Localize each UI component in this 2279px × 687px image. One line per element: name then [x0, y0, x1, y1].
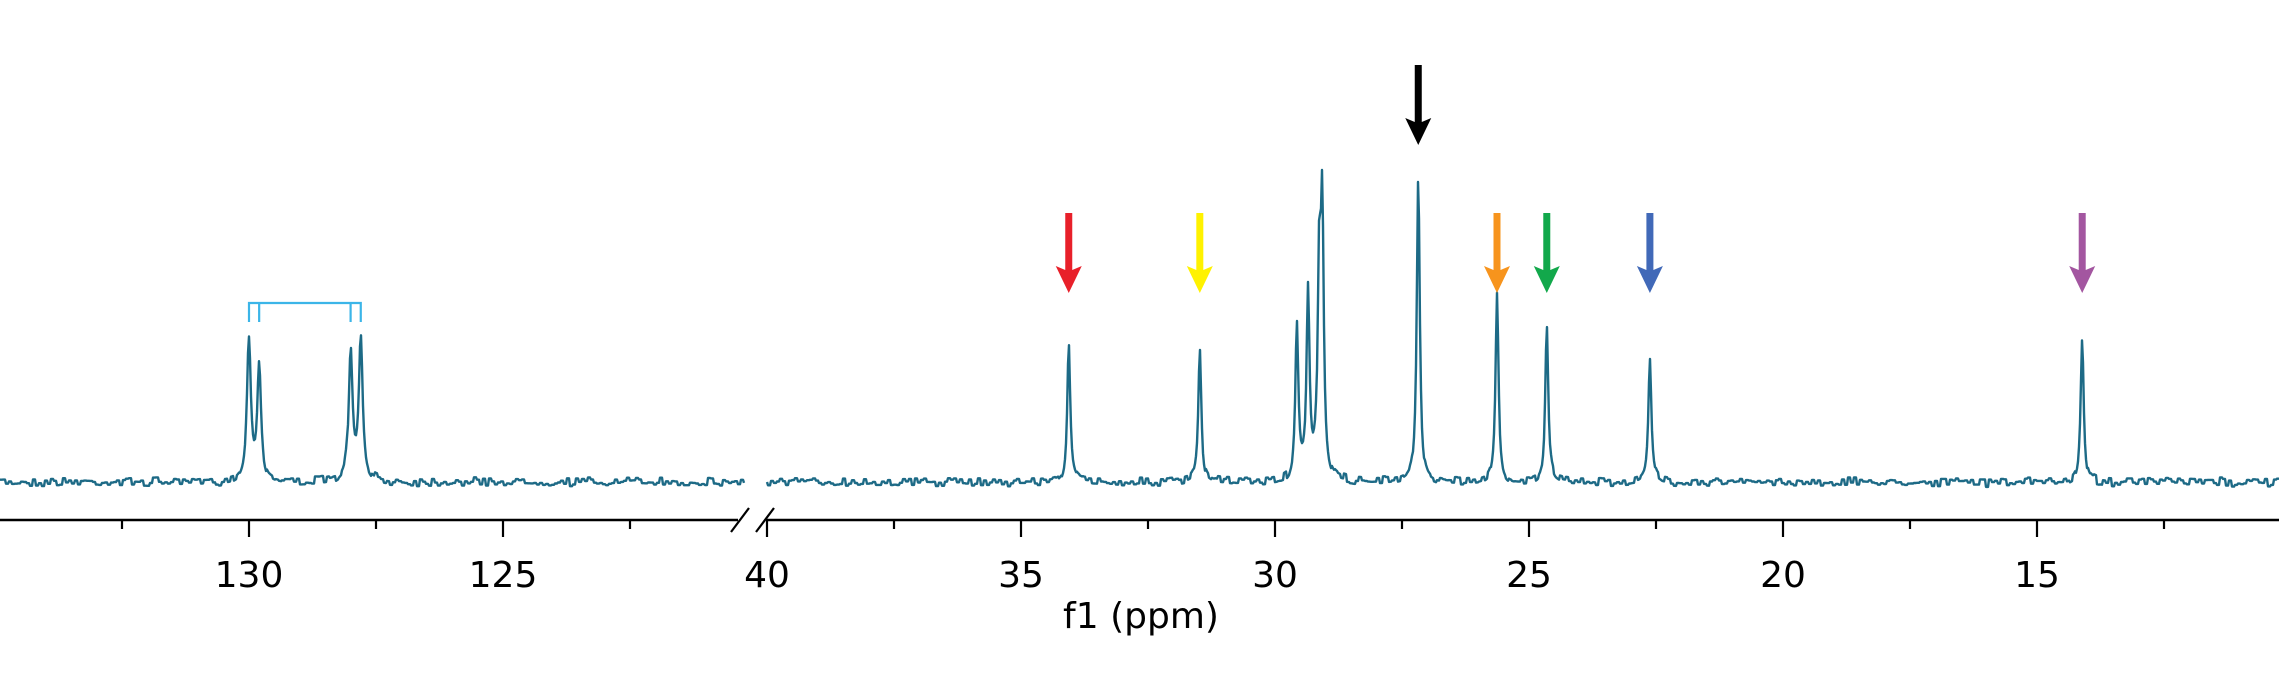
- tick-label: 125: [469, 555, 538, 596]
- spectrum-layer: [0, 168, 2279, 489]
- tick-label: 15: [2014, 555, 2060, 596]
- spectrum-line-segment: [0, 334, 746, 488]
- spectrum-line-segment: [765, 168, 2279, 489]
- tick-label: 40: [744, 555, 790, 596]
- x-axis: 130 125 40 35 30 25 20 15: [0, 507, 2279, 596]
- x-axis-title: f1 (ppm): [1063, 596, 1219, 637]
- axis-break-gap: [738, 516, 766, 524]
- tick-label: 20: [1760, 555, 1806, 596]
- olefinic-bracket: [247, 301, 362, 322]
- tick-label: 130: [215, 555, 284, 596]
- peak-arrow: [1483, 213, 1510, 293]
- tick-label: 30: [1252, 555, 1298, 596]
- peak-arrow: [1405, 65, 1432, 145]
- axis-break-mark: [730, 507, 750, 533]
- annotation-layer: [247, 65, 2096, 322]
- tick-label: 35: [998, 555, 1044, 596]
- peak-arrow: [1636, 213, 1663, 293]
- peak-arrow: [2069, 213, 2096, 293]
- peak-arrow: [1055, 213, 1082, 293]
- peak-arrow: [1533, 213, 1560, 293]
- axis-break-mark: [755, 507, 775, 533]
- tick-label: 25: [1506, 555, 1552, 596]
- peak-arrow: [1186, 213, 1213, 293]
